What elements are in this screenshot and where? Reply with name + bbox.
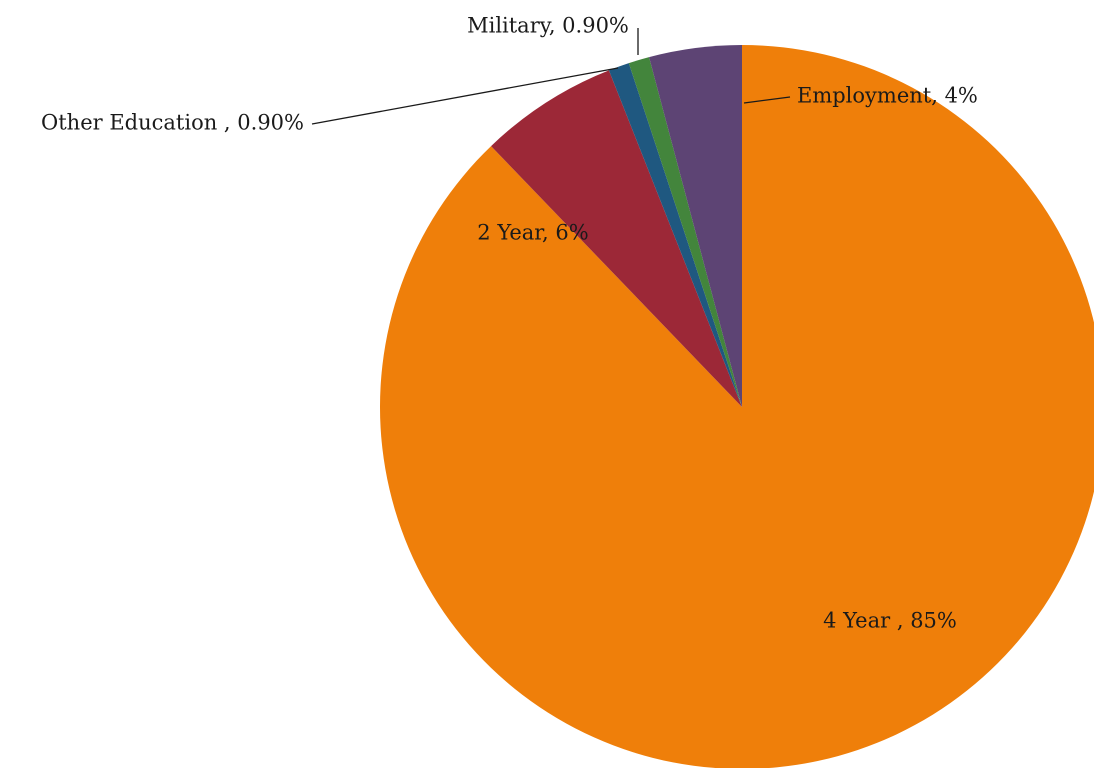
leader-line-employment (743, 96, 791, 104)
leader-line-other-education (311, 67, 619, 125)
pie-slice-4-year (380, 45, 1094, 768)
pie-slice-military (628, 57, 742, 407)
slices-layer (380, 45, 1094, 768)
pie-slice-other-education (608, 63, 742, 407)
data-label-other-education: Other Education , 0.90% (41, 111, 304, 135)
leader-lines-layer (311, 28, 791, 125)
data-label-4-year: 4 Year , 85% (823, 609, 957, 633)
pie-slice-2-year (491, 70, 742, 407)
pie-slice-employment (649, 45, 742, 407)
data-label-military: Military, 0.90% (467, 14, 629, 38)
data-label-2-year: 2 Year, 6% (477, 221, 588, 245)
data-label-employment: Employment, 4% (797, 84, 978, 108)
data-labels-layer: 4 Year , 85% 2 Year, 6% Other Education , … (41, 14, 978, 633)
